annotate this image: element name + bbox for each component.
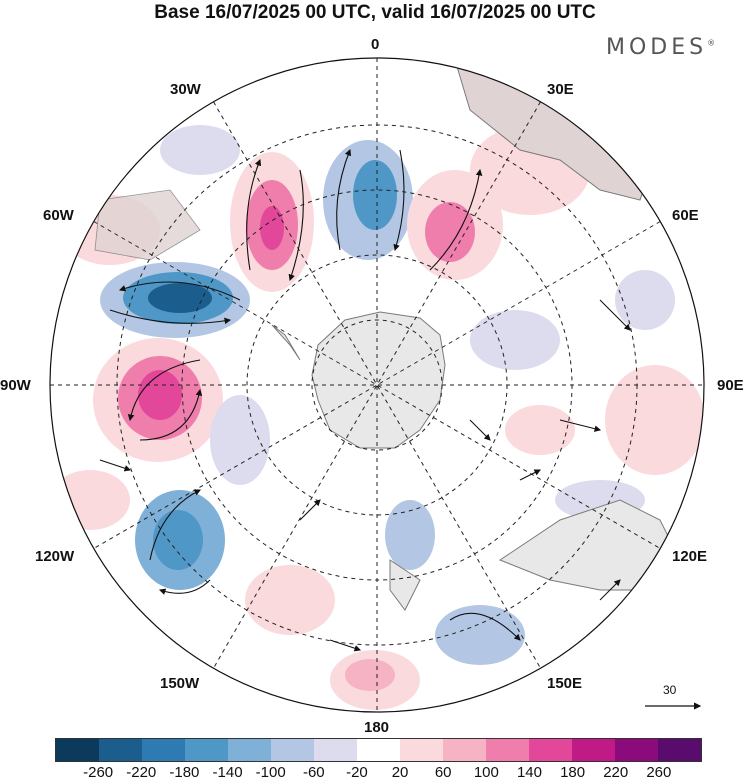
colorbar-swatch	[142, 739, 185, 761]
colorbar-tick-label: -60	[302, 764, 325, 781]
colorbar-swatch	[56, 739, 99, 761]
colorbar-swatch	[228, 739, 271, 761]
colorbar-tick-label: 60	[434, 764, 452, 781]
colorbar-tick-label: -100	[255, 764, 286, 781]
colorbar-swatch	[658, 739, 701, 761]
colorbar-tick-label: 180	[560, 764, 586, 781]
lon-label-30w: 30W	[170, 81, 201, 98]
colorbar-tick-label: 220	[603, 764, 629, 781]
colorbar-swatch	[185, 739, 228, 761]
lon-label-0: 0	[371, 36, 380, 53]
colorbar-tick-label: 140	[516, 764, 542, 781]
wind-vectors	[99, 148, 631, 652]
colorbar-swatch	[400, 739, 443, 761]
lon-label-150w: 150W	[160, 675, 200, 692]
colorbar-swatch	[529, 739, 572, 761]
colorbar-tick-label: -180	[169, 764, 200, 781]
colorbar-tick-label: -220	[126, 764, 157, 781]
brand-logo: MODES®	[606, 35, 716, 60]
landmasses	[94, 59, 681, 611]
map-border	[49, 57, 705, 713]
colorbar	[55, 738, 702, 762]
lon-label-60e: 60E	[672, 207, 699, 224]
colorbar-tick-label: 100	[473, 764, 499, 781]
colorbar-tick-label: -20	[346, 764, 368, 781]
colorbar-swatch	[572, 739, 615, 761]
colorbar-tick-label: 20	[391, 764, 409, 781]
lon-label-90e: 90E	[717, 377, 744, 394]
colorbar-tick-label: 260	[646, 764, 672, 781]
lon-label-90w: 90W	[0, 377, 31, 394]
colorbar-swatch	[271, 739, 314, 761]
map-title: Base 16/07/2025 00 UTC, valid 16/07/2025…	[154, 2, 596, 23]
reference-vector-label: 30	[663, 683, 677, 697]
colorbar-tick-label: -140	[212, 764, 243, 781]
colorbar-swatch	[314, 739, 357, 761]
colorbar-swatch	[357, 739, 400, 761]
lon-label-150e: 150E	[547, 675, 583, 692]
lon-label-120w: 120W	[35, 548, 75, 565]
colorbar-swatch	[99, 739, 142, 761]
lon-label-60w: 60W	[43, 207, 74, 224]
colorbar-swatch	[443, 739, 486, 761]
lon-label-30e: 30E	[547, 81, 574, 98]
colorbar-swatch	[486, 739, 529, 761]
lon-label-180: 180	[364, 719, 390, 736]
lon-label-120e: 120E	[672, 548, 708, 565]
colorbar-swatch	[615, 739, 658, 761]
colorbar-tick-label: -260	[83, 764, 114, 781]
graticule	[50, 58, 704, 712]
